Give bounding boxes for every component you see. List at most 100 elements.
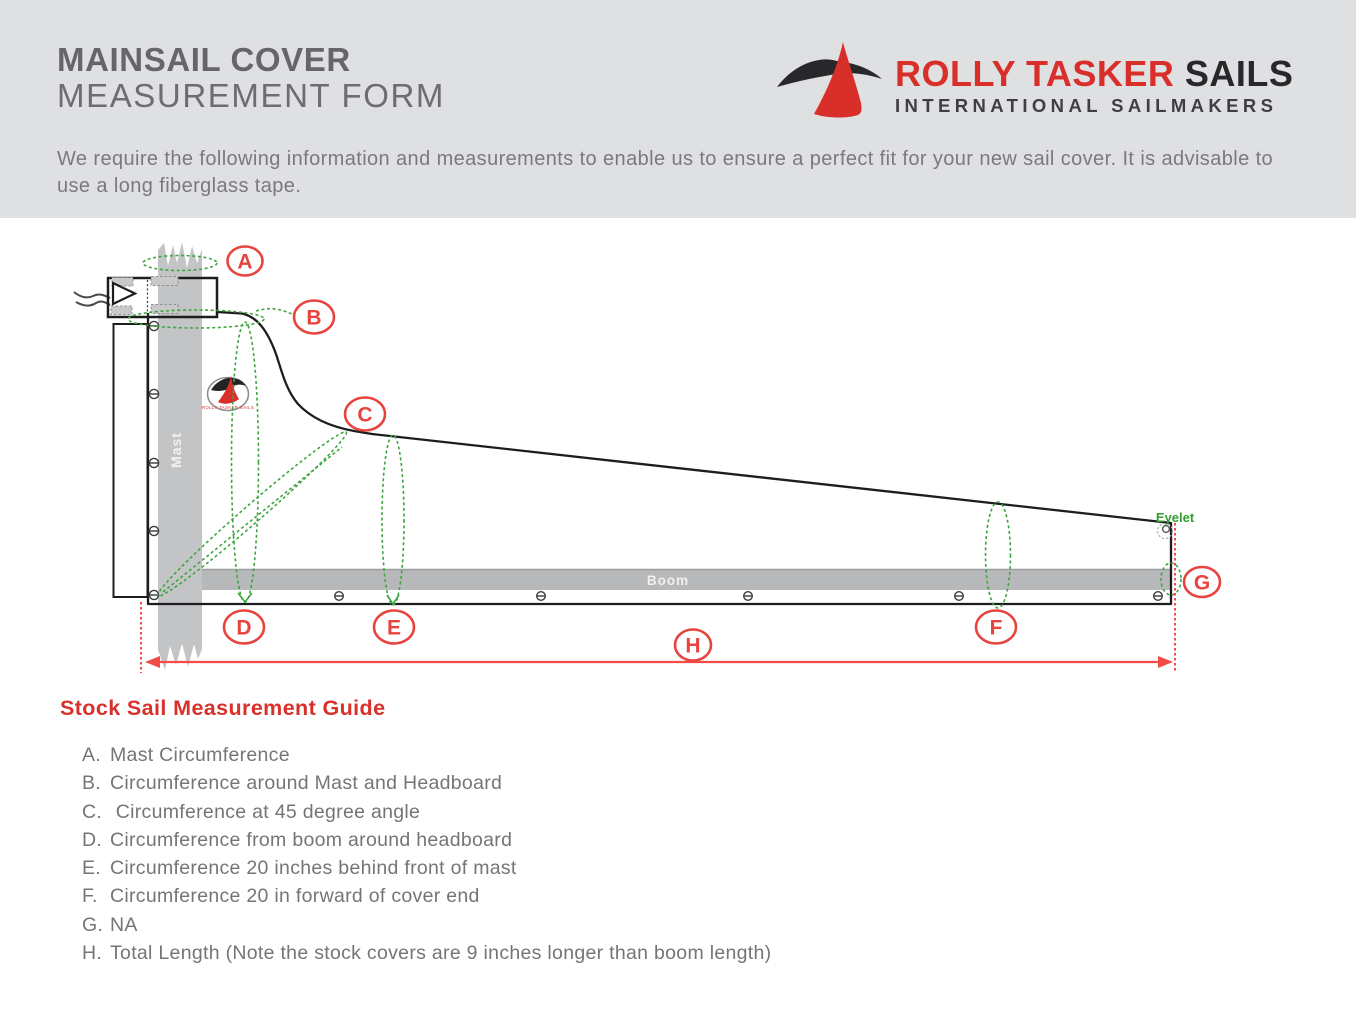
- dimension-H: [140, 523, 1176, 673]
- corner-eyelet-halo: [1156, 522, 1174, 540]
- guide-arrow-E: [386, 594, 400, 606]
- brand-name-red: ROLLY TASKER: [895, 53, 1175, 94]
- marker-letter: G: [1194, 572, 1210, 595]
- cover-brand-badge: ROLLY TASKER SAILS: [202, 376, 254, 412]
- headboard-flag-icon: [111, 281, 138, 306]
- diagram-canvas: Mast Boom: [73, 242, 1222, 673]
- marker-ring: [343, 396, 387, 432]
- marker-G: G: [1182, 565, 1222, 599]
- stitch-patch: [110, 305, 133, 315]
- guide-item: G. NA: [82, 911, 771, 939]
- marker-F: F: [974, 609, 1018, 645]
- marker-ring: [1182, 565, 1222, 599]
- guide-item-letter: A.: [82, 744, 102, 766]
- guide-item-letter: F.: [82, 885, 98, 908]
- guide-item: A. Mast Circumference: [82, 741, 771, 769]
- arrow-right-icon: [1158, 656, 1173, 668]
- marker-letter: E: [387, 617, 401, 640]
- guide-item-text: Circumference 20 in forward of cover end: [110, 885, 480, 908]
- guide-ellipse-F: [984, 501, 1012, 609]
- guide-diagonal-C: [162, 446, 343, 593]
- measurement-guides: [127, 254, 1182, 609]
- guide-ellipse-G: [1160, 562, 1182, 596]
- boom-label: Boom: [647, 573, 689, 588]
- eyelet-dot: [1161, 524, 1171, 534]
- header-band: MAINSAIL COVER MEASUREMENT FORM We requi…: [0, 0, 1356, 218]
- guide-ellipse-B: [127, 309, 265, 329]
- guide-list: A. Mast Circumference B. Circumference aro…: [82, 741, 771, 967]
- marker-letter: D: [236, 617, 251, 640]
- brand-name: ROLLY TASKER SAILS: [895, 56, 1293, 92]
- marker-H: H: [673, 628, 713, 662]
- guide-item: H. Total Length (Note the stock covers ar…: [82, 939, 771, 967]
- guide-arrow-D: [237, 592, 253, 604]
- mast-label: Mast: [168, 432, 184, 468]
- brand-tagline: INTERNATIONAL SAILMAKERS: [895, 95, 1278, 116]
- guide-item-letter: H.: [82, 942, 103, 965]
- guide-leader-B: [255, 308, 297, 317]
- guide-ellipse-C: [156, 430, 348, 598]
- page-title-line1: MAINSAIL COVER: [57, 41, 351, 78]
- guide-item-letter: C.: [82, 800, 103, 823]
- guide-item-text: Total Length (Note the stock covers are …: [110, 942, 772, 965]
- guide-ellipse-D: [230, 321, 260, 603]
- marker-letter: A: [237, 251, 252, 274]
- mast-torn-bottom: [158, 643, 202, 670]
- boom: Boom: [202, 568, 1171, 590]
- marker-A: A: [226, 245, 264, 277]
- guide-item-text: Circumference at 45 degree angle: [110, 800, 421, 823]
- arrow-left-icon: [145, 656, 160, 668]
- page-title: MAINSAIL COVER MEASUREMENT FORM: [57, 42, 445, 114]
- mast-eyelets: [148, 320, 160, 601]
- marker-ring: [974, 609, 1018, 645]
- marker-letter: F: [990, 617, 1003, 640]
- eyelet-label: Eyelet: [1156, 510, 1195, 525]
- marker-B: B: [292, 299, 336, 335]
- stitch-patch: [150, 304, 179, 314]
- guide-item-letter: G.: [82, 913, 104, 936]
- guide-item: D. Circumference from boom around headboa…: [82, 826, 771, 854]
- guide-heading: Stock Sail Measurement Guide: [60, 696, 386, 720]
- headboard-rope2-icon: [75, 300, 111, 307]
- marker-ring: [222, 609, 266, 645]
- headboard-rope-icon: [73, 291, 111, 299]
- guide-item-text: Mast Circumference: [110, 744, 290, 766]
- marker-C: C: [343, 396, 387, 432]
- brand-wordmark: ROLLY TASKER SAILS INTERNATIONAL SAILMAK…: [895, 56, 1293, 117]
- guide-item-text: Circumference 20 inches behind front of …: [110, 857, 517, 880]
- sail-cover-diagram: Mast Boom: [0, 218, 1356, 690]
- page-title-line2: MEASUREMENT FORM: [57, 77, 446, 114]
- intro-paragraph: We require the following information and…: [57, 148, 1274, 197]
- sail-logo-icon: [777, 42, 882, 118]
- guide-item-text: NA: [110, 913, 138, 936]
- guide-item-text: Circumference from boom around headboard: [110, 828, 513, 851]
- badge-text: ROLLY TASKER SAILS: [202, 405, 254, 410]
- marker-letter: H: [685, 635, 700, 658]
- marker-ring: [673, 628, 713, 662]
- brand-name-dark: SAILS: [1174, 53, 1294, 94]
- boom-bar: [202, 569, 1171, 590]
- corner-eyelet: [1156, 522, 1174, 540]
- cover-front-panel: [112, 323, 149, 598]
- sail-cover-outline: [146, 310, 1173, 606]
- marker-ring: [292, 299, 336, 335]
- marker-E: E: [372, 609, 416, 645]
- marker-D: D: [222, 609, 266, 645]
- marker-letter: B: [306, 307, 321, 330]
- guide-item-letter: D.: [82, 828, 103, 851]
- stitch-patch: [150, 276, 179, 286]
- brand-logo: ROLLY TASKER SAILS INTERNATIONAL SAILMAK…: [762, 32, 1322, 127]
- cover-bottom-eyelets: [334, 591, 1163, 602]
- guide-item: C. Circumference at 45 degree angle: [82, 798, 771, 826]
- guide-item: B. Circumference around Mast and Headboar…: [82, 769, 771, 797]
- headboard: [73, 276, 219, 319]
- guide-item-letter: B.: [82, 772, 102, 795]
- guide-item: F. Circumference 20 in forward of cover e…: [82, 882, 771, 910]
- marker-ring: [372, 609, 416, 645]
- badge-swoosh-icon: [211, 377, 246, 391]
- guide-ellipse-A: [142, 254, 218, 272]
- marker-bubbles: A B C D E F G: [222, 245, 1222, 662]
- guide-item-letter: E.: [82, 857, 102, 880]
- mast-torn-top: [158, 242, 202, 278]
